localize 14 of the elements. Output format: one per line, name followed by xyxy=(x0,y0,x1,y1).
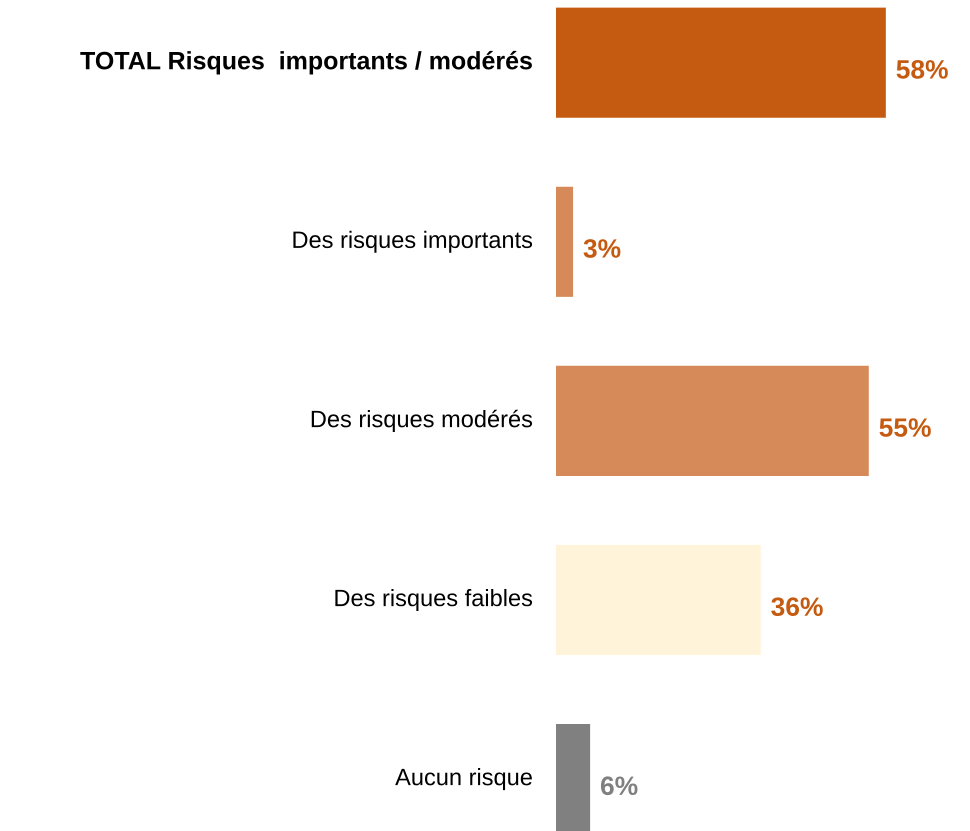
data-label: 6% xyxy=(600,776,638,796)
y-tick-label: Des risques faibles xyxy=(335,588,532,611)
bar xyxy=(556,8,886,118)
data-label: 36% xyxy=(771,597,823,616)
data-label: 3% xyxy=(584,239,620,258)
bar xyxy=(556,366,869,476)
bar xyxy=(556,544,761,656)
data-label: 55% xyxy=(879,418,931,437)
y-tick-label: Des risques importants xyxy=(293,230,532,253)
bar xyxy=(556,186,574,297)
y-tick-label: Aucun risque xyxy=(395,768,532,790)
y-tick-label: Des risques modérés xyxy=(312,410,532,432)
y-tick-label: TOTAL Risques importants / modérés xyxy=(80,50,532,74)
data-label: 58% xyxy=(896,60,948,79)
